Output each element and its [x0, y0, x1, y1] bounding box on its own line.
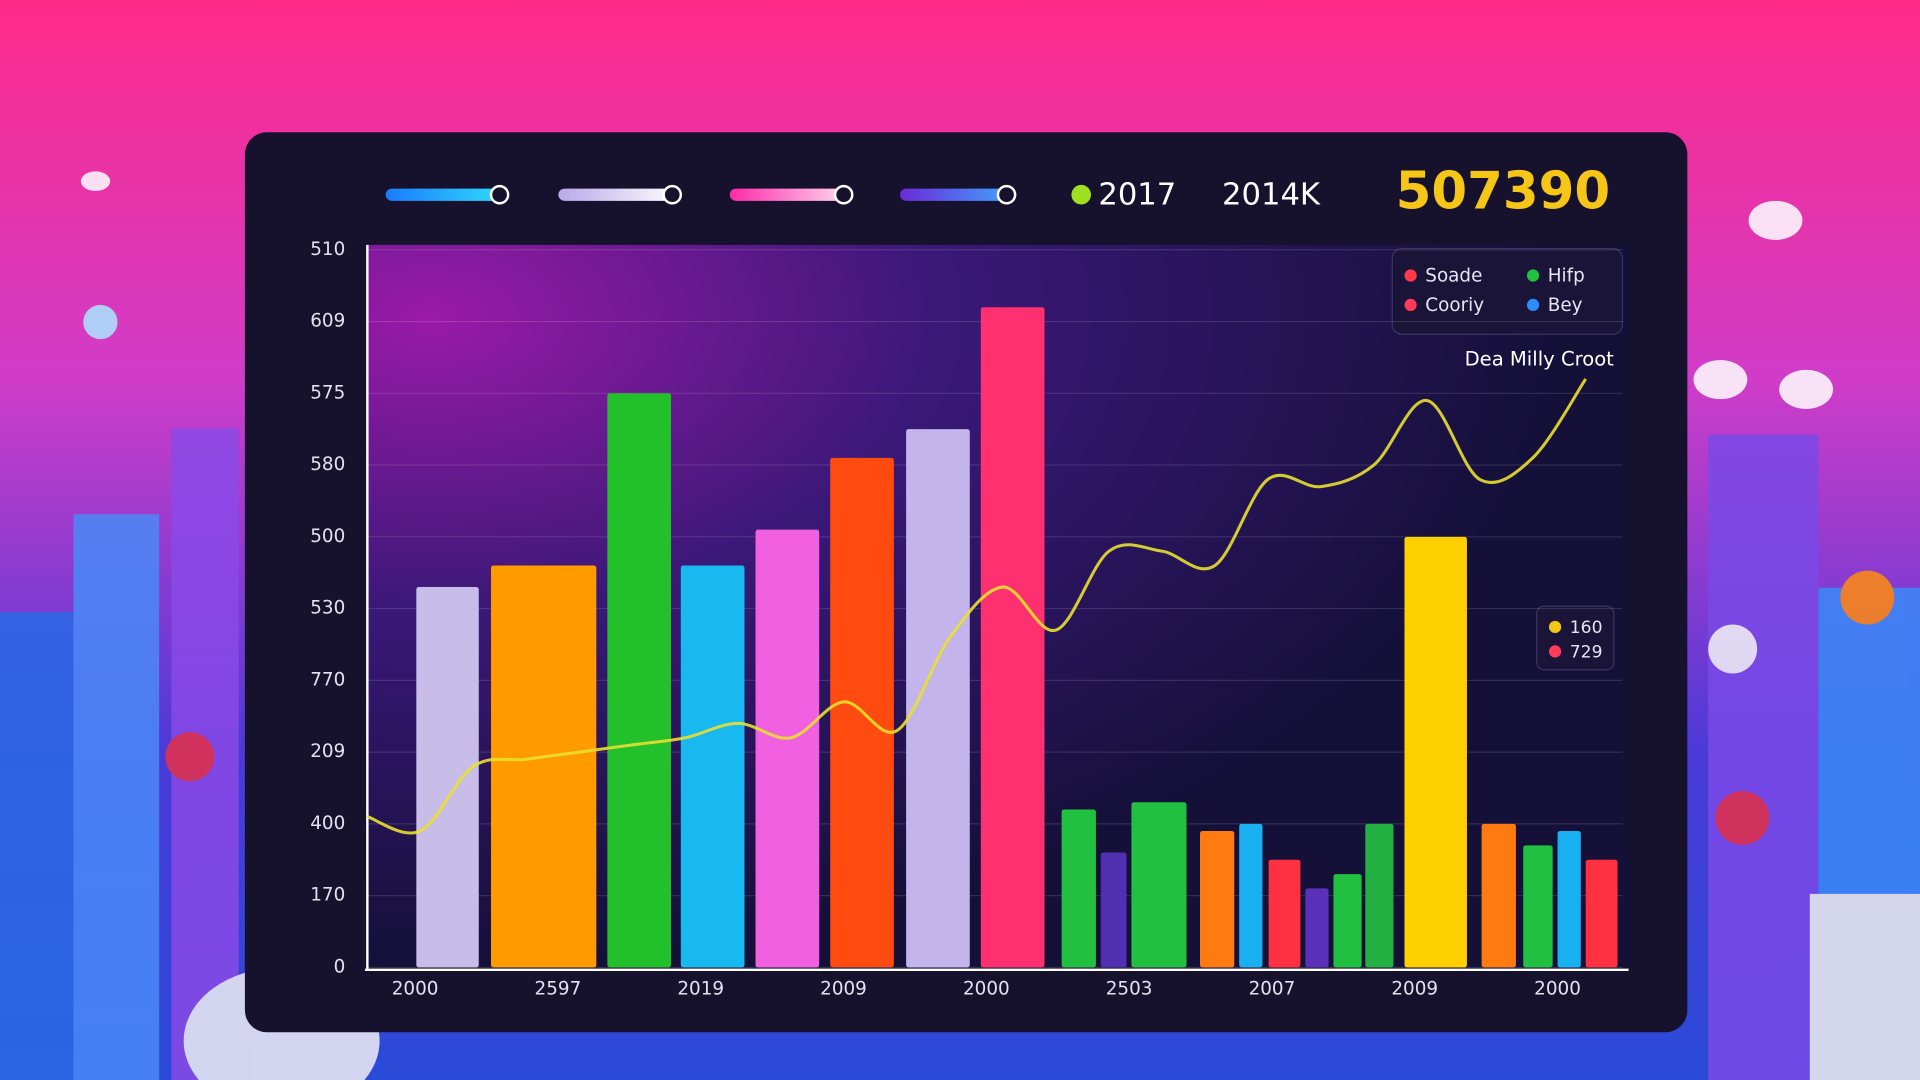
- y-tick-label: 170: [310, 885, 345, 906]
- y-tick-label: 609: [310, 311, 345, 332]
- legend-label: Bey: [1548, 295, 1583, 316]
- bar: [1239, 823, 1263, 968]
- y-tick-label: 0: [334, 956, 346, 977]
- y-tick-label: 575: [310, 382, 345, 403]
- legend-label: Soade: [1425, 266, 1482, 287]
- badge-dot: [1071, 184, 1092, 205]
- bar: [1557, 831, 1581, 968]
- legend-dot: [1526, 298, 1540, 312]
- bar: [755, 529, 820, 968]
- plot-layer: [366, 249, 1623, 968]
- x-tick-label: 2597: [535, 978, 582, 999]
- bar: [1131, 802, 1187, 968]
- badge: 2017: [1098, 177, 1176, 212]
- y-tick-label: 530: [310, 598, 345, 619]
- metric: 2014K: [1222, 177, 1321, 212]
- x-tick-label: 2503: [1106, 978, 1153, 999]
- x-tick-label: 2009: [1391, 978, 1438, 999]
- y-tick-label: 770: [310, 669, 345, 690]
- bar: [1365, 823, 1394, 968]
- bar: [906, 429, 970, 968]
- bar: [1585, 859, 1618, 968]
- sliders: [385, 184, 1017, 205]
- legend-dot: [1404, 269, 1417, 282]
- bar: [1333, 874, 1362, 968]
- bar: [1523, 845, 1553, 968]
- bar: [491, 565, 597, 968]
- x-tick-label: 2009: [820, 978, 867, 999]
- x-tick-label: 2000: [1534, 978, 1581, 999]
- y-tick-label: 580: [310, 454, 345, 475]
- bar: [607, 393, 672, 968]
- bar: [1481, 823, 1516, 968]
- bar: [1061, 809, 1096, 968]
- bar: [416, 587, 479, 968]
- bar: [1100, 852, 1127, 968]
- annotation: Dea Milly Croot: [1465, 348, 1615, 371]
- decoration: [0, 171, 1920, 1080]
- bar: [1200, 831, 1235, 968]
- legend-box: [1391, 247, 1624, 335]
- y-tick-label: 209: [310, 741, 345, 762]
- legend-label: Cooriy: [1425, 295, 1484, 316]
- y-tick-label: 400: [310, 813, 345, 834]
- bar: [1305, 888, 1329, 968]
- legend-dot: [1548, 620, 1562, 634]
- bar: [1404, 536, 1467, 968]
- y-tick-label: 510: [310, 239, 345, 260]
- x-tick-label: 2000: [392, 978, 439, 999]
- legend-dot: [1526, 269, 1540, 282]
- total: 507390: [1396, 162, 1611, 222]
- legend-label: 729: [1570, 643, 1603, 663]
- line: [366, 378, 1587, 835]
- bar: [980, 307, 1045, 968]
- bar: [680, 565, 745, 968]
- y-tick-label: 500: [310, 526, 345, 547]
- legend-label: Hifp: [1548, 266, 1585, 287]
- x-tick-label: 2007: [1249, 978, 1296, 999]
- legend-label: 160: [1570, 618, 1603, 638]
- x-tick-label: 2019: [677, 978, 724, 999]
- x-tick-label: 2000: [963, 978, 1010, 999]
- legend-dot: [1548, 645, 1562, 658]
- legend-dot: [1404, 298, 1417, 312]
- bar: [1268, 859, 1301, 968]
